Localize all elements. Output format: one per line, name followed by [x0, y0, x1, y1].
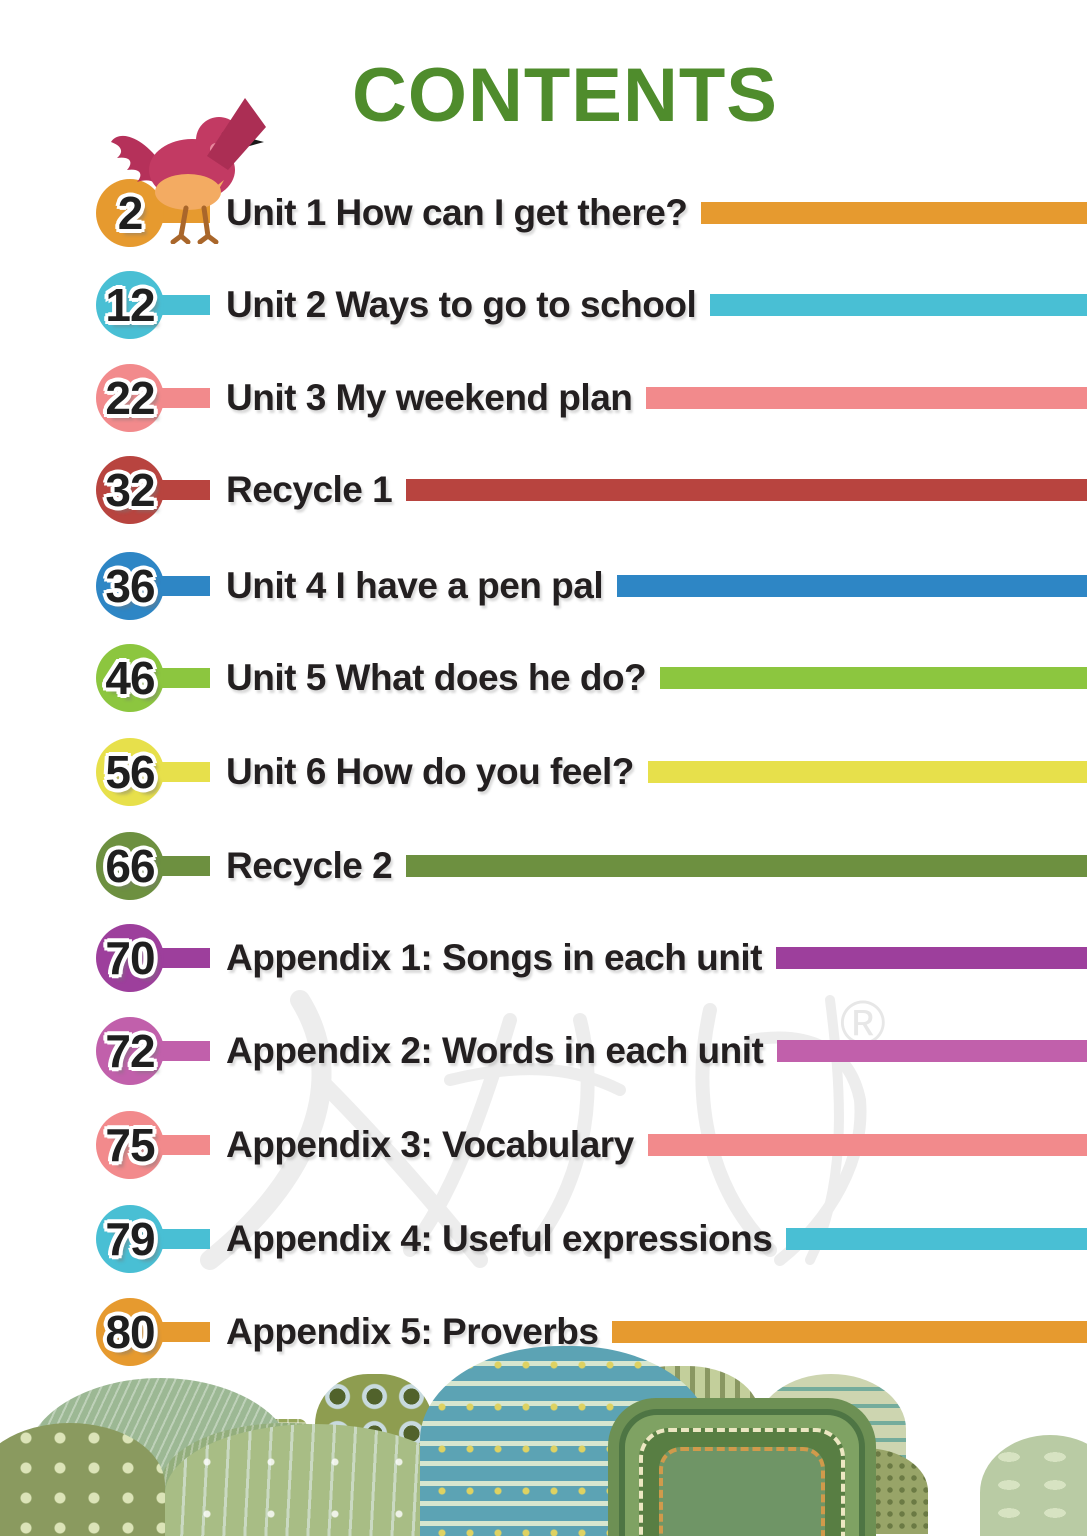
entry-title: Appendix 4: Useful expressions: [226, 1218, 773, 1259]
trailing-bar: [406, 855, 1087, 877]
toc-entry: 36 Unit 4 I have a pen pal: [0, 551, 1087, 621]
entry-title: Appendix 2: Words in each unit: [226, 1030, 764, 1071]
connector-bar: [158, 388, 210, 408]
toc-entry: 56 Unit 6 How do you feel?: [0, 737, 1087, 807]
page-title: CONTENTS: [352, 53, 778, 138]
bird-illustration: [111, 98, 266, 244]
page-number-badge: 75: [96, 1111, 164, 1179]
page-number-badge: 22: [96, 364, 164, 432]
connector-bar: [158, 1229, 210, 1249]
toc-entry: 66 Recycle 2: [0, 831, 1087, 901]
page-number-badge: 70: [96, 924, 164, 992]
connector-bar: [158, 668, 210, 688]
page-number: 75: [105, 1119, 155, 1171]
connector-bar: [158, 948, 210, 968]
page-number: 70: [105, 932, 155, 984]
entry-title: Recycle 2: [226, 845, 393, 886]
page-number-badge: 56: [96, 738, 164, 806]
entry-title: Appendix 5: Proverbs: [226, 1311, 599, 1352]
entry-title: Unit 5 What does he do?: [226, 657, 647, 698]
page-number-badge: 2: [96, 179, 164, 247]
plant-leafy-bush: [980, 1435, 1087, 1536]
page-number-badge: 12: [96, 271, 164, 339]
page-number: 56: [105, 746, 155, 798]
trailing-bar: [660, 667, 1087, 689]
trailing-bar: [710, 294, 1087, 316]
trailing-bar: [777, 1040, 1087, 1062]
trailing-bar: [617, 575, 1087, 597]
entry-title: Recycle 1: [226, 469, 393, 510]
page-number: 72: [105, 1025, 155, 1077]
connector-bar: [158, 856, 210, 876]
toc-entry: 80 Appendix 5: Proverbs: [0, 1297, 1087, 1367]
plant-flower-bush: [0, 1423, 165, 1536]
trailing-bar: [612, 1321, 1087, 1343]
connector-bar: [158, 480, 210, 500]
trailing-bar: [406, 479, 1087, 501]
connector-bar: [158, 1322, 210, 1342]
page-number: 46: [105, 652, 155, 704]
page-number: 12: [105, 279, 155, 331]
page-number: 32: [105, 464, 155, 516]
trailing-bar: [775, 947, 1087, 969]
entry-title: Unit 1 How can I get there?: [226, 192, 688, 233]
connector-bar: [158, 295, 210, 315]
toc-entry: 22 Unit 3 My weekend plan: [0, 363, 1087, 433]
page-number: 36: [105, 560, 155, 612]
trailing-bar: [701, 202, 1087, 224]
page-number: 66: [105, 840, 155, 892]
page-number: 80: [105, 1306, 155, 1358]
page-number: 22: [105, 372, 155, 424]
connector-bar: [158, 1135, 210, 1155]
page-number: 2: [117, 187, 144, 239]
page-number: 79: [105, 1213, 155, 1265]
toc-entry: 12 Unit 2 Ways to go to school: [0, 270, 1087, 340]
bottom-plants-illustration: [0, 1336, 1087, 1536]
page-number-badge: 80: [96, 1298, 164, 1366]
page-number-badge: 72: [96, 1017, 164, 1085]
toc-entry: 75 Appendix 3: Vocabulary: [0, 1110, 1087, 1180]
page-number-badge: 32: [96, 456, 164, 524]
page-number-badge: 46: [96, 644, 164, 712]
trailing-bar: [786, 1228, 1087, 1250]
connector-bar: [158, 576, 210, 596]
page-number-badge: 79: [96, 1205, 164, 1273]
toc-entry: 46 Unit 5 What does he do?: [0, 643, 1087, 713]
succulent-ring-middle: [639, 1428, 845, 1536]
plant-succulent: [608, 1398, 876, 1536]
page-number-badge: 36: [96, 552, 164, 620]
trailing-bar: [647, 1134, 1087, 1156]
toc-entry: 72 Appendix 2: Words in each unit: [0, 1016, 1087, 1086]
entry-title: Appendix 1: Songs in each unit: [226, 937, 762, 978]
plant-striped-dome: [165, 1424, 465, 1536]
succulent-ring-inner: [659, 1447, 825, 1536]
trailing-bar: [646, 387, 1087, 409]
entry-title: Appendix 3: Vocabulary: [226, 1124, 634, 1165]
page-number-badge: 66: [96, 832, 164, 900]
toc-entry: 79 Appendix 4: Useful expressions: [0, 1204, 1087, 1274]
connector-bar: [158, 762, 210, 782]
trailing-bar: [647, 761, 1087, 783]
toc-entry: 32 Recycle 1: [0, 455, 1087, 525]
entry-title: Unit 4 I have a pen pal: [226, 565, 604, 606]
connector-bar: [158, 1041, 210, 1061]
toc-entry: 70 Appendix 1: Songs in each unit: [0, 923, 1087, 993]
entry-title: Unit 3 My weekend plan: [226, 377, 633, 418]
succulent-ring-outer: [619, 1409, 865, 1536]
entry-title: Unit 6 How do you feel?: [226, 751, 634, 792]
entry-title: Unit 2 Ways to go to school: [226, 284, 697, 325]
